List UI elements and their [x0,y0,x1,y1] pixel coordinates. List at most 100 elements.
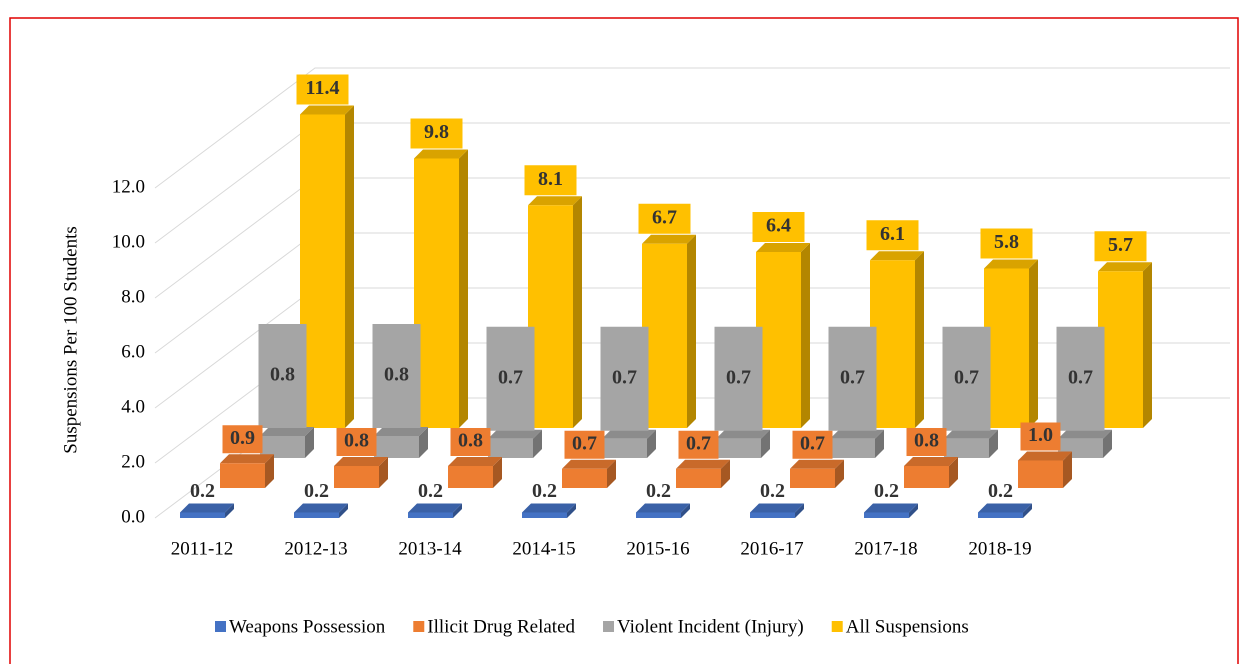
data-label-box [828,326,877,431]
bar-side [1023,503,1032,518]
bar-top [294,503,348,513]
bar-side [761,429,770,458]
data-label: 0.7 [498,366,523,388]
bar [1018,460,1063,488]
bar [294,512,339,518]
bar [870,260,915,428]
data-label: 0.2 [304,480,329,502]
data-label-box [222,425,263,454]
data-label-box [258,324,307,428]
data-label: 0.7 [612,366,637,388]
data-label-box [678,430,719,459]
bar-side [875,429,884,458]
data-label: 9.8 [424,121,449,143]
data-label-box [450,428,491,456]
bar-top [830,429,884,439]
data-label-box [866,220,919,251]
data-label: 1.0 [1028,424,1053,446]
bar-side [265,454,274,488]
bar-top [602,429,656,439]
bar [978,512,1023,518]
data-label: 0.8 [458,430,483,452]
bar [864,512,909,518]
data-label: 11.4 [306,77,340,99]
bar-side [533,429,542,458]
data-label: 0.7 [1068,366,1093,388]
bar [300,114,345,428]
data-label: 6.7 [652,206,677,228]
bar [750,512,795,518]
y-tick-label: 4.0 [121,396,145,417]
bar-side [607,459,616,488]
bar-top [300,105,354,115]
bar-side [647,429,656,458]
bar [522,512,567,518]
data-label: 0.2 [532,480,557,502]
bar-side [419,427,428,458]
chart-border [9,17,1239,664]
bar-side [1143,262,1152,428]
legend-swatch [603,621,615,632]
data-label-box [714,326,763,431]
bar-top [944,429,998,439]
bar [984,268,1029,428]
bar-top [408,503,462,513]
legend-label: Illicit Drug Related [427,616,575,637]
data-label: 0.7 [726,366,751,388]
data-label: 5.8 [994,231,1019,253]
bar-side [379,457,388,488]
data-label-box [638,203,691,234]
data-label: 5.7 [1108,234,1133,256]
bar [334,466,379,488]
bar-top [790,459,844,469]
bar [676,468,721,488]
bar-top [750,503,804,513]
bar-top [1058,429,1112,439]
data-label-box [1094,231,1147,262]
y-tick-label: 2.0 [121,451,145,472]
bar-top [448,457,502,466]
bar-top [562,459,616,469]
y-tick-label: 12.0 [112,176,145,197]
bar-top [870,251,924,261]
bar-side [305,427,314,458]
bar [790,468,835,488]
bar [220,463,265,488]
data-label: 0.7 [840,366,865,388]
bar-side [835,459,844,488]
x-tick-label: 2012-13 [284,538,347,559]
bar-side [989,429,998,458]
bar-side [339,503,348,518]
bar-top [978,503,1032,513]
bar-side [459,149,468,428]
data-label: 0.2 [418,480,443,502]
bar-top [260,427,314,436]
grid-line [154,67,1230,189]
bar [448,466,493,488]
data-label: 0.9 [230,427,255,449]
data-label: 0.8 [270,364,295,386]
data-label: 0.2 [988,480,1013,502]
bar-side [721,459,730,488]
bar-side [453,503,462,518]
data-label: 0.2 [760,480,785,502]
data-label: 0.2 [646,480,671,502]
y-axis-label: Suspensions Per 100 Students [60,226,81,454]
data-label: 0.7 [686,432,711,454]
bar [180,512,225,518]
bar-top [676,459,730,469]
bar-side [493,457,502,488]
bar-top [1098,262,1152,272]
data-label: 0.8 [384,364,409,386]
y-tick-label: 6.0 [121,341,145,362]
bar-top [522,503,576,513]
bar-side [801,243,810,428]
data-label-box [600,326,649,431]
bar-top [180,503,234,513]
bar-side [567,503,576,518]
bar [1098,271,1143,428]
legend-swatch [413,621,425,632]
data-label-box [906,428,947,456]
data-label: 0.7 [800,432,825,454]
bar [260,436,305,458]
